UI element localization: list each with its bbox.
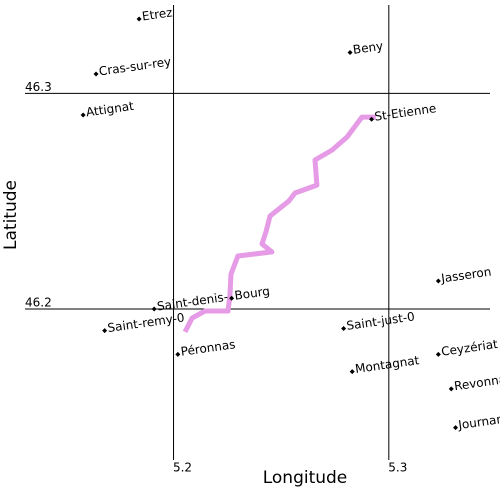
town-label: Attignat [85, 99, 135, 120]
town-label: St-Etienne [374, 101, 438, 124]
town-label: Etrez [141, 5, 173, 23]
town-marker [347, 49, 353, 55]
town-marker [80, 112, 86, 118]
town-marker [435, 278, 441, 284]
town-label: Péronnas [180, 337, 236, 359]
town-label: Revonnas [453, 371, 500, 393]
town-marker [175, 351, 181, 357]
town-marker [453, 425, 459, 431]
town-label: Jasseron [439, 265, 492, 286]
town-marker [136, 16, 142, 22]
town-label: Montagnat [354, 353, 420, 376]
town-label: Bourg [234, 284, 271, 303]
x-axis-label: Longitude [263, 468, 348, 488]
y-tick-label: 46.2 [25, 296, 52, 310]
town-label: Beny [352, 39, 384, 57]
town-marker [448, 386, 454, 392]
town-marker [151, 306, 157, 312]
route-line [182, 114, 376, 334]
town-marker [93, 71, 99, 77]
y-tick-label: 46.3 [25, 80, 52, 94]
y-axis-label: Latitude [1, 180, 21, 250]
town-label: Cras-sur-rey [98, 54, 172, 78]
town-marker [229, 295, 235, 301]
town-marker [435, 351, 441, 357]
town-marker [369, 116, 375, 122]
x-tick-label: 5.2 [173, 461, 192, 475]
town-marker [349, 369, 355, 375]
town-marker [102, 328, 108, 334]
town-label: Saint-just-0 [346, 309, 416, 332]
town-label: Journans [457, 411, 500, 432]
town-label: Ceyzériat [440, 337, 499, 359]
x-tick-label: 5.3 [388, 461, 407, 475]
town-marker [341, 325, 347, 331]
